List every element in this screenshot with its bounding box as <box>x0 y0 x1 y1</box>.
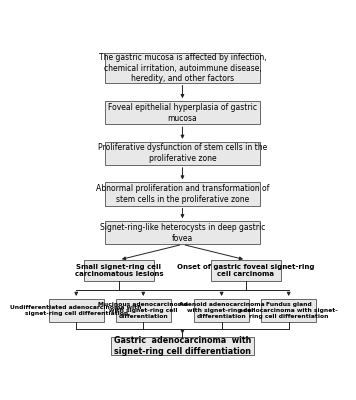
Text: The gastric mucosa is affected by infection,
chemical irritation, autoimmune dis: The gastric mucosa is affected by infect… <box>99 53 266 83</box>
FancyBboxPatch shape <box>116 299 171 322</box>
FancyBboxPatch shape <box>84 260 154 282</box>
Text: Fundus gland
adenocarcinoma with signet-
ring cell differentiation: Fundus gland adenocarcinoma with signet-… <box>239 302 338 319</box>
Text: Signet-ring-like heterocysts in deep gastric
fovea: Signet-ring-like heterocysts in deep gas… <box>100 223 265 243</box>
Text: Gastric  adenocarcinoma  with
signet-ring cell differentiation: Gastric adenocarcinoma with signet-ring … <box>114 336 251 356</box>
FancyBboxPatch shape <box>261 299 316 322</box>
Text: Undifferentiated adenocarcinoma with
signet-ring cell differentiation: Undifferentiated adenocarcinoma with sig… <box>10 305 142 316</box>
FancyBboxPatch shape <box>111 336 254 355</box>
FancyBboxPatch shape <box>211 260 281 282</box>
Text: Small signet-ring cell
carcinomatous lesions: Small signet-ring cell carcinomatous les… <box>75 264 163 277</box>
FancyBboxPatch shape <box>105 182 260 206</box>
Text: Foveal epithelial hyperplasia of gastric
mucosa: Foveal epithelial hyperplasia of gastric… <box>108 103 257 122</box>
FancyBboxPatch shape <box>105 142 260 165</box>
FancyBboxPatch shape <box>105 53 260 83</box>
Text: Adenoid adenocarcinoma
with signet-ring cell
differentiation: Adenoid adenocarcinoma with signet-ring … <box>179 302 265 319</box>
Text: Proliferative dysfunction of stem cells in the
proliferative zone: Proliferative dysfunction of stem cells … <box>98 144 267 163</box>
FancyBboxPatch shape <box>49 299 104 322</box>
FancyBboxPatch shape <box>194 299 249 322</box>
FancyBboxPatch shape <box>105 101 260 124</box>
Text: Onset of gastric foveal signet-ring
cell carcinoma: Onset of gastric foveal signet-ring cell… <box>177 264 315 277</box>
Text: Mucinous adenocarcinoma
with signet-ring cell
differentiation: Mucinous adenocarcinoma with signet-ring… <box>98 302 188 319</box>
FancyBboxPatch shape <box>105 221 260 244</box>
Text: Abnormal proliferation and transformation of
stem cells in the proliferative zon: Abnormal proliferation and transformatio… <box>96 184 269 204</box>
